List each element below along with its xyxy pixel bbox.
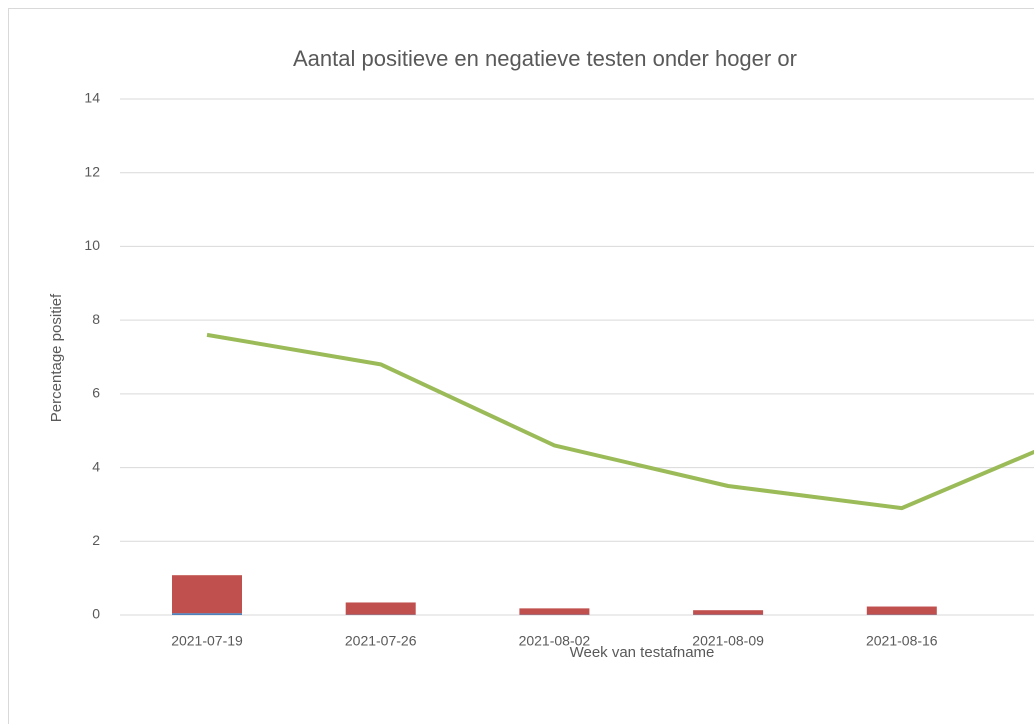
y-tick-label: 8 [92, 311, 100, 327]
chart-border [8, 8, 1034, 724]
bar-segment [693, 610, 764, 615]
x-tick-label: 2021-08-09 [692, 633, 764, 649]
x-tick-label: 2021-08-02 [519, 633, 591, 649]
y-tick-label: 14 [84, 90, 100, 106]
bar-segment [172, 575, 242, 614]
line [206, 332, 1034, 511]
bar-segment [519, 608, 590, 615]
x-tick-label: 2021-07-19 [171, 633, 243, 649]
x-tick-label: 2021-08-16 [866, 633, 938, 649]
y-tick-label: 4 [92, 458, 100, 474]
y-axis-label: Percentage positief [48, 293, 65, 422]
y-tick-label: 2 [92, 532, 100, 548]
y-tick-label: 0 [92, 606, 100, 622]
bar-segment [345, 602, 416, 615]
bar-segment [866, 606, 937, 615]
chart-title: Aantal positieve en negatieve testen ond… [293, 46, 797, 71]
y-tick-label: 10 [84, 237, 100, 253]
y-tick-label: 6 [92, 385, 100, 401]
x-tick-label: 2021-07-26 [345, 633, 417, 649]
y-tick-label: 12 [84, 163, 100, 179]
x-axis-label: Week van testafname [570, 644, 715, 661]
bar-segment [172, 613, 242, 615]
